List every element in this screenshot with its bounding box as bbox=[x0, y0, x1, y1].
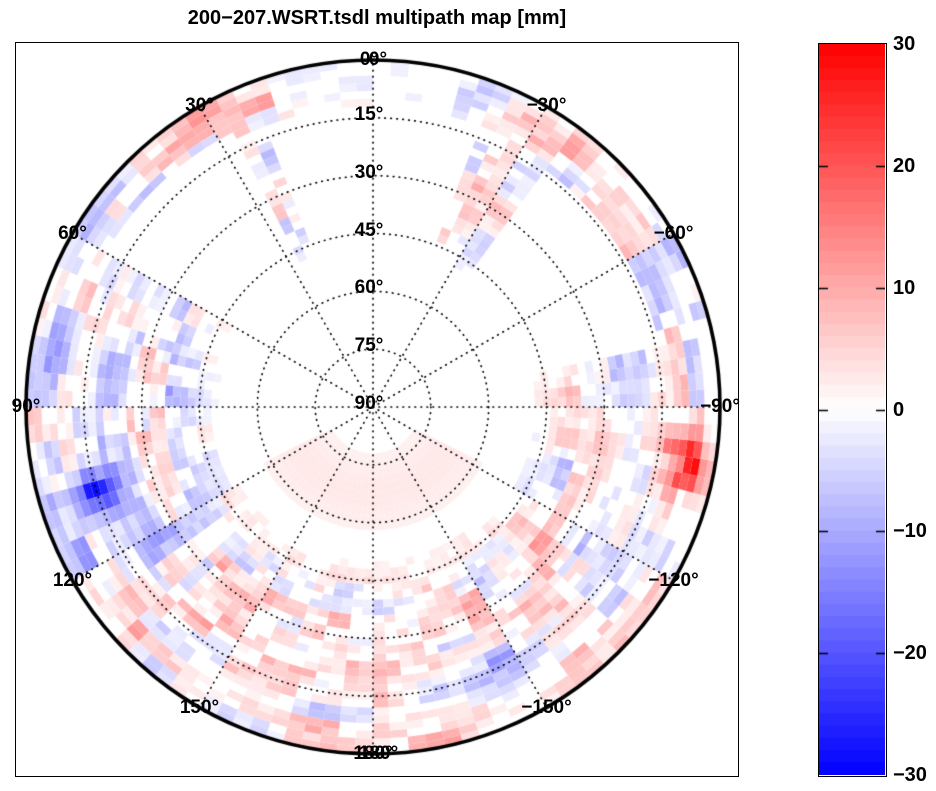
elevation-tick-label: 30° bbox=[354, 161, 384, 183]
azimuth-tick-label: 60° bbox=[58, 222, 87, 244]
elevation-tick-label: 60° bbox=[354, 277, 384, 299]
azimuth-tick-label: 0° bbox=[368, 49, 388, 70]
azimuth-tick-label: −90° bbox=[700, 396, 740, 417]
colorbar-tick-label: −30 bbox=[893, 764, 927, 786]
azimuth-tick-label: 180° bbox=[353, 743, 393, 764]
azimuth-tick-label: 150° bbox=[179, 696, 220, 718]
skyplot-canvas bbox=[15, 42, 739, 777]
azimuth-tick-label: −180° bbox=[347, 743, 399, 764]
azimuth-tick-label: −120° bbox=[648, 569, 699, 591]
chart-title: 200−207.WSRT.tsdl multipath map [mm] bbox=[187, 7, 567, 29]
colorbar-gradient bbox=[819, 44, 885, 775]
colorbar-tick-label: 10 bbox=[893, 276, 916, 299]
elevation-tick-label: 90° bbox=[354, 393, 384, 414]
colorbar-tick-label: −20 bbox=[893, 642, 927, 665]
azimuth-tick-label: 120° bbox=[52, 569, 93, 591]
colorbar-tick-label: 30 bbox=[893, 33, 916, 55]
colorbar-tick-label: −10 bbox=[893, 520, 927, 543]
elevation-tick-label: 15° bbox=[354, 103, 384, 125]
azimuth-tick-label: 0° bbox=[359, 49, 379, 70]
colorbar bbox=[818, 43, 887, 777]
azimuth-tick-label: 30° bbox=[185, 95, 214, 117]
elevation-tick-label: 45° bbox=[354, 219, 384, 241]
azimuth-tick-label: −30° bbox=[526, 95, 567, 117]
colorbar-tick-label: 20 bbox=[893, 154, 916, 177]
colorbar-tick-label: 0 bbox=[893, 398, 905, 421]
elevation-tick-label: 75° bbox=[354, 335, 384, 357]
azimuth-tick-label: −150° bbox=[521, 696, 572, 718]
azimuth-tick-label: −60° bbox=[653, 222, 694, 244]
azimuth-tick-label: 90° bbox=[11, 396, 41, 417]
